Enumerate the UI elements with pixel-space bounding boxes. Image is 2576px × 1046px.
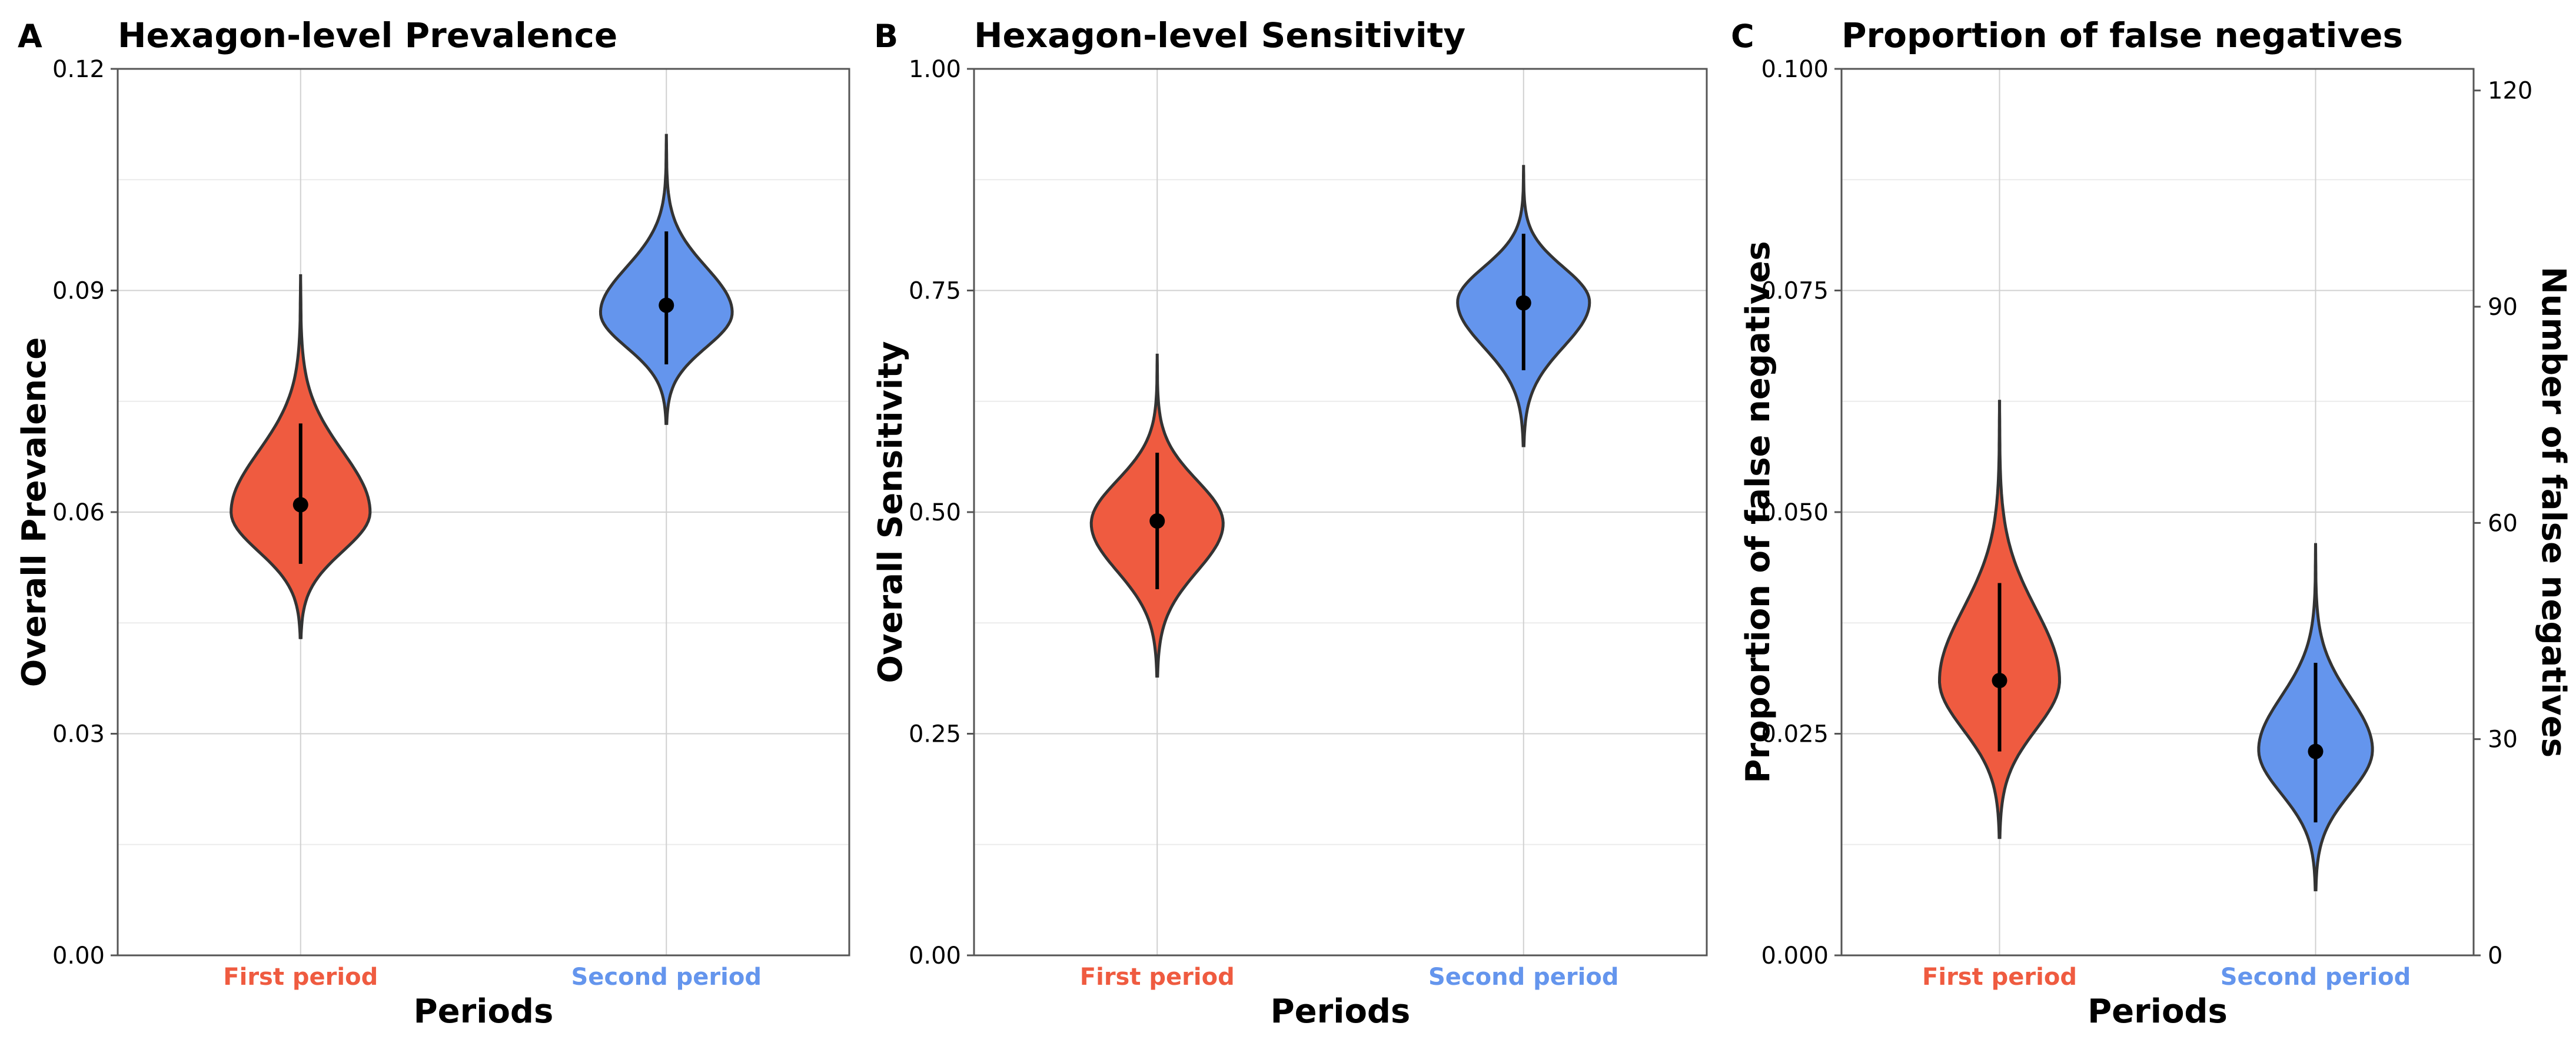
y-axis-title: Overall Prevalence (15, 337, 54, 688)
y-tick-label: 0.00 (909, 942, 961, 969)
x-tick-label: Second period (571, 964, 762, 991)
y-tick-label: 0.75 (909, 278, 961, 305)
y-tick-label: 0.000 (1761, 942, 1829, 969)
y-axis-title: Overall Sensitivity (872, 341, 910, 683)
y-right-tick-label: 0 (2488, 942, 2502, 969)
y-right-tick-label: 90 (2488, 294, 2518, 321)
median-point (1149, 513, 1165, 529)
y-tick-label: 1.00 (909, 56, 961, 83)
x-tick-label: Second period (1428, 964, 1618, 991)
y-tick-label: 0.025 (1761, 721, 1829, 748)
x-tick-label: First period (223, 964, 378, 991)
y-tick-label: 0.00 (52, 942, 105, 969)
y-tick-label: 0.50 (909, 499, 961, 526)
y-right-axis-title: Number of false negatives (2534, 267, 2572, 758)
x-tick-label: First period (1080, 964, 1235, 991)
y-right-tick-label: 30 (2488, 726, 2518, 753)
y-tick-label: 0.03 (52, 721, 105, 748)
y-tick-label: 0.075 (1761, 278, 1829, 305)
x-axis-title: Periods (414, 992, 554, 1031)
panel-a: 0.00 0.03 0.06 0.09 0.12 First period Second p… (15, 15, 850, 1031)
panel-letter: B (874, 18, 898, 55)
panel-letter: A (18, 18, 42, 55)
y-tick-label: 0.100 (1761, 56, 1829, 83)
x-tick-label: Second period (2221, 964, 2411, 991)
median-point (292, 497, 308, 513)
median-point (1515, 295, 1531, 311)
y-tick-label: 0.050 (1761, 499, 1829, 526)
median-point (1992, 673, 2007, 689)
x-axis-title: Periods (2088, 992, 2228, 1031)
median-point (2308, 743, 2324, 759)
panel-letter: C (1731, 18, 1754, 55)
panel-title: Proportion of false negatives (1842, 15, 2403, 55)
y-tick-label: 0.12 (52, 56, 105, 83)
panel-b: 0.00 0.25 0.50 0.75 1.00 First period Second p… (872, 15, 1708, 1031)
y-right-tick-label: 60 (2488, 510, 2518, 537)
panel-c: 0.000 0.025 0.050 0.075 0.100 0 30 60 90 120 Numbe… (1731, 15, 2572, 1031)
panel-title: Hexagon-level Sensitivity (974, 15, 1465, 55)
x-axis-title: Periods (1271, 992, 1411, 1031)
y-tick-label: 0.06 (52, 499, 105, 526)
x-tick-label: First period (1922, 964, 2077, 991)
y-tick-label: 0.09 (52, 278, 105, 305)
median-point (659, 297, 674, 313)
y-axis-title: Proportion of false negatives (1739, 241, 1777, 783)
y-right-tick-label: 120 (2488, 78, 2532, 105)
y-tick-label: 0.25 (909, 721, 961, 748)
panel-title: Hexagon-level Prevalence (118, 15, 617, 55)
